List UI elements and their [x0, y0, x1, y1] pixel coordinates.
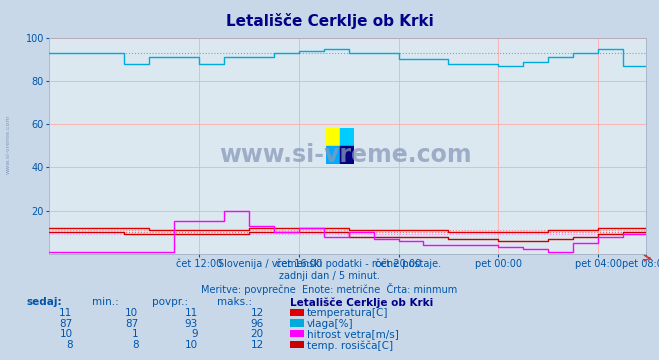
Text: www.si-vreme.com: www.si-vreme.com — [219, 143, 473, 167]
Bar — [326, 128, 340, 146]
Text: 93: 93 — [185, 319, 198, 329]
Text: 9: 9 — [191, 329, 198, 339]
Text: 87: 87 — [125, 319, 138, 329]
Text: zadnji dan / 5 minut.: zadnji dan / 5 minut. — [279, 271, 380, 281]
Text: www.si-vreme.com: www.si-vreme.com — [5, 114, 11, 174]
Text: 10: 10 — [125, 308, 138, 318]
Text: povpr.:: povpr.: — [152, 297, 188, 307]
Text: 1: 1 — [132, 329, 138, 339]
Text: maks.:: maks.: — [217, 297, 252, 307]
Text: 12: 12 — [250, 340, 264, 350]
Text: 87: 87 — [59, 319, 72, 329]
Text: 10: 10 — [59, 329, 72, 339]
Text: 10: 10 — [185, 340, 198, 350]
Text: 12: 12 — [250, 308, 264, 318]
Text: Slovenija / vremenski podatki - ročne postaje.: Slovenija / vremenski podatki - ročne po… — [218, 258, 441, 269]
Text: 8: 8 — [66, 340, 72, 350]
Text: Letališče Cerklje ob Krki: Letališče Cerklje ob Krki — [290, 297, 433, 307]
Text: Meritve: povprečne  Enote: metrične  Črta: minmum: Meritve: povprečne Enote: metrične Črta:… — [202, 283, 457, 295]
Text: 11: 11 — [59, 308, 72, 318]
Bar — [340, 128, 354, 146]
Text: sedaj:: sedaj: — [26, 297, 62, 307]
Text: temp. rosišča[C]: temp. rosišča[C] — [307, 340, 393, 351]
Text: vlaga[%]: vlaga[%] — [307, 319, 354, 329]
Text: 20: 20 — [250, 329, 264, 339]
Text: 8: 8 — [132, 340, 138, 350]
Text: temperatura[C]: temperatura[C] — [307, 308, 389, 318]
Text: hitrost vetra[m/s]: hitrost vetra[m/s] — [307, 329, 399, 339]
Bar — [340, 146, 354, 164]
Text: min.:: min.: — [92, 297, 119, 307]
Text: Letališče Cerklje ob Krki: Letališče Cerklje ob Krki — [225, 13, 434, 28]
Bar — [326, 146, 340, 164]
Text: 11: 11 — [185, 308, 198, 318]
Text: 96: 96 — [250, 319, 264, 329]
